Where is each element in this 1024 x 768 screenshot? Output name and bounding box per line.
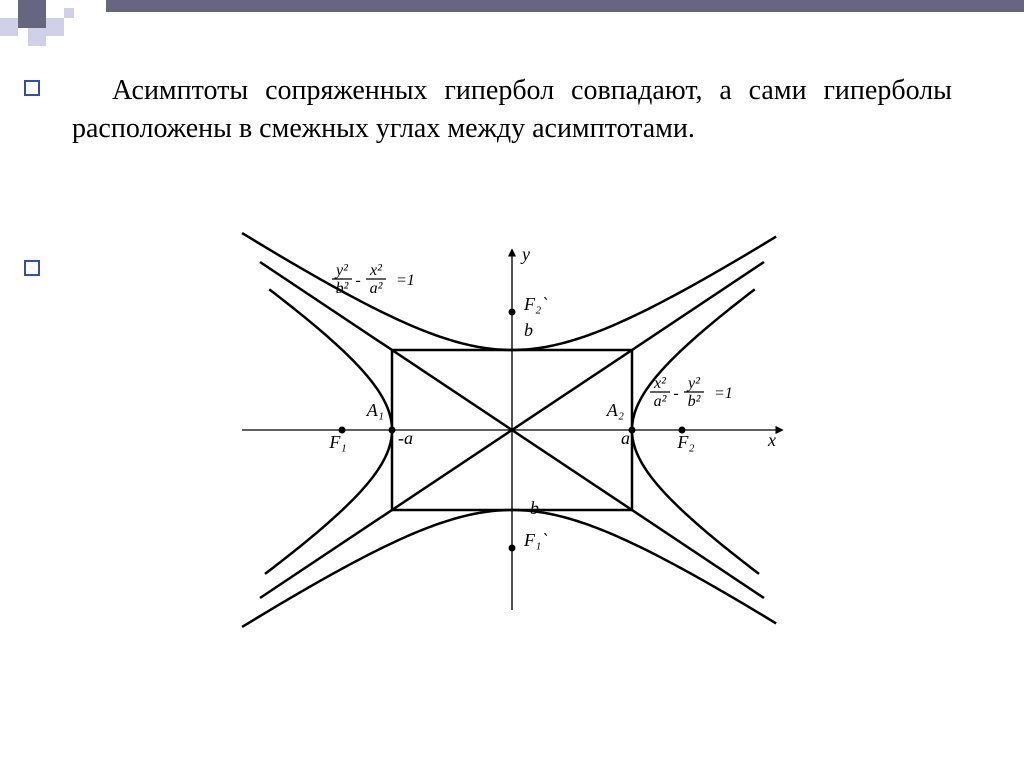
svg-text:-: - xyxy=(673,385,678,402)
svg-text:F₂: F₂ xyxy=(676,432,694,452)
svg-text:=1: =1 xyxy=(396,272,415,289)
svg-text:F₂`: F₂` xyxy=(523,294,547,314)
svg-text:a²: a² xyxy=(654,393,668,410)
svg-text:-a: -a xyxy=(398,428,413,448)
svg-text:A₂: A₂ xyxy=(606,400,624,420)
svg-text:y: y xyxy=(520,244,530,264)
svg-text:F₁: F₁ xyxy=(328,432,346,452)
svg-text:y²: y² xyxy=(334,262,349,279)
svg-text:b: b xyxy=(524,320,533,340)
slide-corner-decoration xyxy=(0,0,120,48)
svg-text:a²: a² xyxy=(370,280,384,297)
conjugate-hyperbolas-diagram: xyA₁A₂-aaF₁F₂b-bF₂`F₁`y²b²-x²a²=1x²a²-y²… xyxy=(0,230,1024,630)
svg-text:A₁: A₁ xyxy=(366,400,384,420)
slide-title-bar xyxy=(106,0,1024,12)
svg-text:b²: b² xyxy=(688,393,702,410)
svg-text:b²: b² xyxy=(336,280,350,297)
svg-text:x²: x² xyxy=(369,262,383,279)
svg-text:F₁`: F₁` xyxy=(523,530,547,550)
svg-text:=1: =1 xyxy=(714,385,733,402)
svg-text:y²: y² xyxy=(686,375,701,392)
svg-text:a: a xyxy=(621,428,630,448)
paragraph-text: Асимптоты сопряженных гипербол совпадают… xyxy=(72,72,952,148)
svg-text:x: x xyxy=(767,430,776,450)
svg-text:-: - xyxy=(355,272,360,289)
svg-text:-b: -b xyxy=(524,498,539,518)
bullet-decor-icon xyxy=(24,80,40,96)
svg-text:x²: x² xyxy=(653,375,667,392)
